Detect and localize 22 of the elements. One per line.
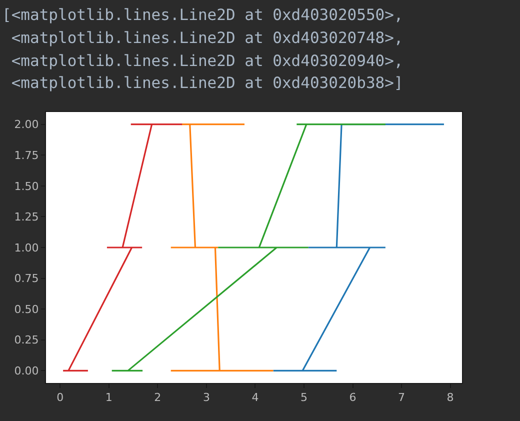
- x-tick-label: 4: [252, 391, 259, 404]
- x-tick-label: 2: [154, 391, 162, 404]
- y-tick-label: 1.50: [14, 180, 39, 193]
- x-tick-label: 6: [349, 391, 356, 404]
- y-tick-label: 1.00: [14, 241, 39, 254]
- y-tick-label: 1.25: [14, 210, 39, 224]
- text: <matplotlib.lines.Line2D at 0xd403020b38>]: [2, 74, 404, 92]
- y-tick-label: 0.25: [14, 334, 39, 347]
- x-tick-label: 3: [202, 391, 210, 404]
- x-tick-label: 0: [56, 391, 64, 404]
- y-tick-label: 0.75: [14, 272, 39, 286]
- x-tick-label: 7: [398, 391, 406, 404]
- text: <matplotlib.lines.Line2D at 0xd403020748>,: [2, 29, 404, 47]
- x-tick-label: 8: [446, 391, 454, 404]
- text: [<matplotlib.lines.Line2D at 0xd403020550>,: [2, 6, 404, 24]
- y-tick-label: 1.75: [14, 148, 39, 162]
- y-tick-label: 2.00: [14, 118, 39, 132]
- y-tick-label: 0.50: [14, 302, 39, 316]
- x-tick-label: 5: [300, 391, 308, 404]
- y-tick-label: 0.00: [14, 364, 39, 378]
- text: <matplotlib.lines.Line2D at 0xd403020940>,: [2, 52, 404, 70]
- x-tick-label: 1: [105, 391, 112, 404]
